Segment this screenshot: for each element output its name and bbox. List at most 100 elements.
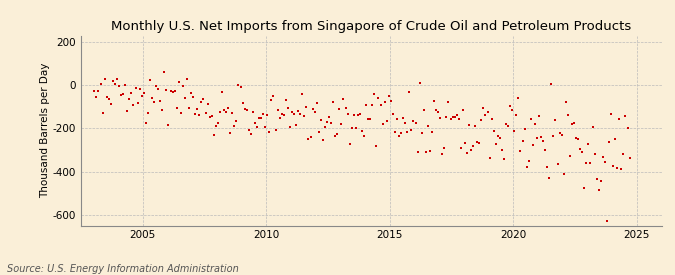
- Point: [134, 87, 145, 91]
- Point: [595, 179, 606, 184]
- Point: [542, 164, 553, 169]
- Point: [354, 112, 365, 116]
- Point: [103, 97, 114, 101]
- Point: [319, 125, 330, 130]
- Point: [198, 97, 209, 101]
- Point: [182, 77, 192, 81]
- Point: [377, 122, 388, 127]
- Point: [142, 111, 153, 116]
- Point: [525, 117, 536, 122]
- Point: [414, 81, 425, 85]
- Point: [235, 85, 246, 90]
- Point: [458, 107, 468, 112]
- Point: [163, 122, 174, 127]
- Point: [400, 121, 410, 125]
- Point: [597, 155, 608, 160]
- Point: [456, 145, 466, 150]
- Point: [523, 158, 534, 163]
- Point: [301, 105, 312, 109]
- Point: [605, 111, 616, 116]
- Point: [583, 142, 594, 146]
- Point: [155, 99, 165, 103]
- Point: [305, 135, 316, 139]
- Point: [115, 92, 126, 97]
- Point: [381, 119, 392, 123]
- Point: [546, 82, 557, 86]
- Point: [266, 97, 277, 102]
- Point: [554, 131, 565, 135]
- Point: [536, 135, 547, 139]
- Point: [396, 131, 406, 135]
- Point: [579, 186, 590, 190]
- Point: [464, 123, 475, 127]
- Point: [89, 89, 100, 93]
- Point: [120, 83, 131, 87]
- Point: [97, 111, 108, 115]
- Point: [285, 125, 296, 129]
- Point: [466, 148, 477, 153]
- Point: [326, 121, 337, 125]
- Point: [207, 114, 217, 119]
- Point: [601, 219, 612, 223]
- Point: [383, 94, 394, 98]
- Point: [169, 89, 180, 94]
- Point: [248, 110, 259, 114]
- Point: [311, 101, 322, 105]
- Point: [587, 125, 598, 129]
- Point: [153, 87, 163, 91]
- Point: [140, 121, 151, 126]
- Point: [509, 128, 520, 133]
- Point: [113, 84, 124, 88]
- Point: [398, 116, 408, 120]
- Point: [233, 82, 244, 87]
- Point: [209, 133, 219, 137]
- Point: [568, 120, 579, 125]
- Point: [379, 100, 390, 104]
- Point: [200, 111, 211, 115]
- Point: [101, 95, 112, 100]
- Point: [128, 102, 139, 107]
- Point: [392, 117, 402, 122]
- Point: [274, 116, 285, 121]
- Point: [421, 150, 431, 154]
- Point: [529, 122, 540, 127]
- Point: [338, 97, 349, 101]
- Point: [272, 108, 283, 112]
- Point: [130, 86, 141, 90]
- Point: [519, 126, 530, 131]
- Point: [225, 131, 236, 135]
- Point: [109, 82, 120, 86]
- Point: [375, 103, 386, 107]
- Point: [454, 116, 464, 121]
- Point: [237, 101, 248, 105]
- Point: [362, 117, 373, 121]
- Point: [342, 112, 353, 116]
- Point: [556, 133, 567, 137]
- Point: [250, 121, 261, 125]
- Point: [614, 117, 624, 121]
- Point: [385, 99, 396, 103]
- Point: [599, 160, 610, 164]
- Point: [132, 101, 143, 105]
- Point: [315, 117, 326, 122]
- Point: [205, 115, 215, 119]
- Point: [589, 152, 600, 156]
- Point: [486, 116, 497, 121]
- Title: Monthly U.S. Net Imports from Singapore of Crude Oil and Petroleum Products: Monthly U.S. Net Imports from Singapore …: [111, 20, 631, 33]
- Point: [282, 106, 293, 111]
- Point: [136, 94, 147, 98]
- Point: [239, 107, 250, 111]
- Point: [460, 141, 470, 145]
- Point: [211, 123, 221, 128]
- Point: [344, 141, 355, 146]
- Point: [138, 91, 149, 96]
- Point: [350, 126, 361, 131]
- Point: [503, 124, 514, 128]
- Point: [462, 150, 472, 155]
- Point: [591, 177, 602, 181]
- Point: [346, 126, 357, 130]
- Point: [472, 139, 483, 144]
- Point: [291, 122, 302, 127]
- Point: [517, 139, 528, 143]
- Point: [425, 149, 435, 153]
